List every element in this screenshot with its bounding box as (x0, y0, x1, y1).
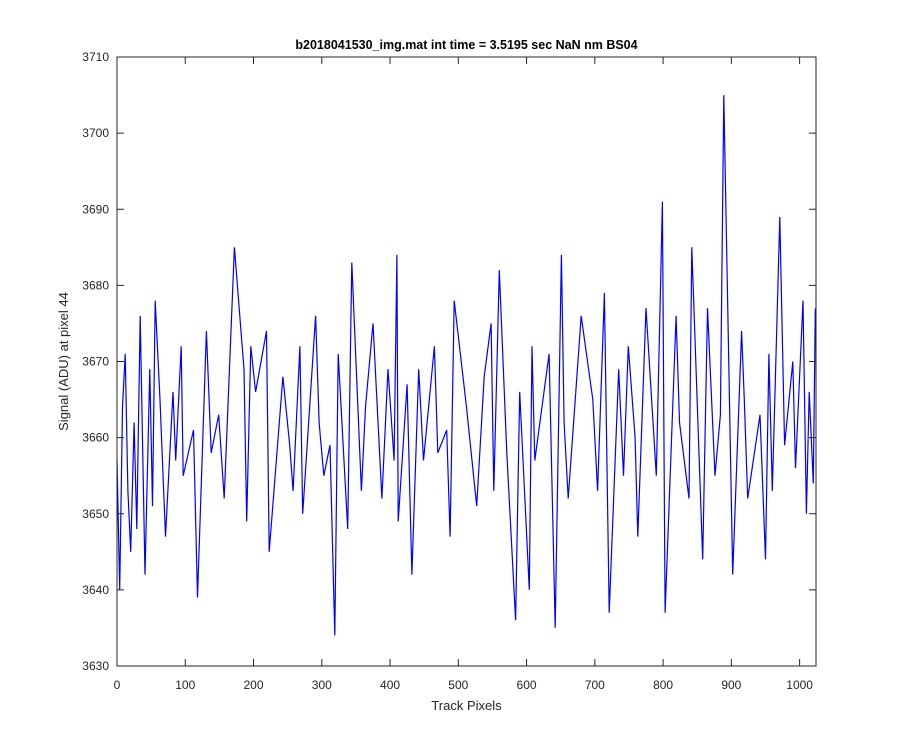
x-tick-label: 500 (448, 678, 468, 692)
x-tick-label: 600 (517, 678, 537, 692)
series-layer (116, 95, 816, 636)
signal-series-line (116, 95, 816, 636)
y-tick-label: 3650 (82, 507, 109, 521)
y-tick-label: 3660 (82, 431, 109, 445)
y-tick-label: 3690 (82, 202, 109, 216)
x-axis-label: Track Pixels (431, 698, 502, 713)
x-tick-label: 200 (244, 678, 264, 692)
y-tick-label: 3700 (82, 126, 109, 140)
ticks-layer: 0 100 200 300 400 500 600 700 800 900 1000 3630 3640… (82, 50, 816, 692)
y-tick-label: 3630 (82, 659, 109, 673)
x-tick-label: 700 (585, 678, 605, 692)
y-tick-label: 3710 (82, 50, 109, 64)
y-axis-label: Signal (ADU) at pixel 44 (56, 292, 71, 431)
x-tick-label: 1000 (786, 678, 813, 692)
x-tick-label: 0 (114, 678, 121, 692)
chart-title: b2018041530_img.mat int time = 3.5195 se… (295, 38, 637, 52)
y-tick-label: 3640 (82, 583, 109, 597)
plot-area (117, 57, 816, 666)
axes-box (116, 56, 817, 667)
x-tick-label: 800 (653, 678, 673, 692)
y-tick-label: 3670 (82, 355, 109, 369)
y-tick-label: 3680 (82, 278, 109, 292)
x-tick-label: 900 (721, 678, 741, 692)
x-tick-label: 100 (175, 678, 195, 692)
x-tick-label: 400 (380, 678, 400, 692)
x-tick-label: 300 (312, 678, 332, 692)
